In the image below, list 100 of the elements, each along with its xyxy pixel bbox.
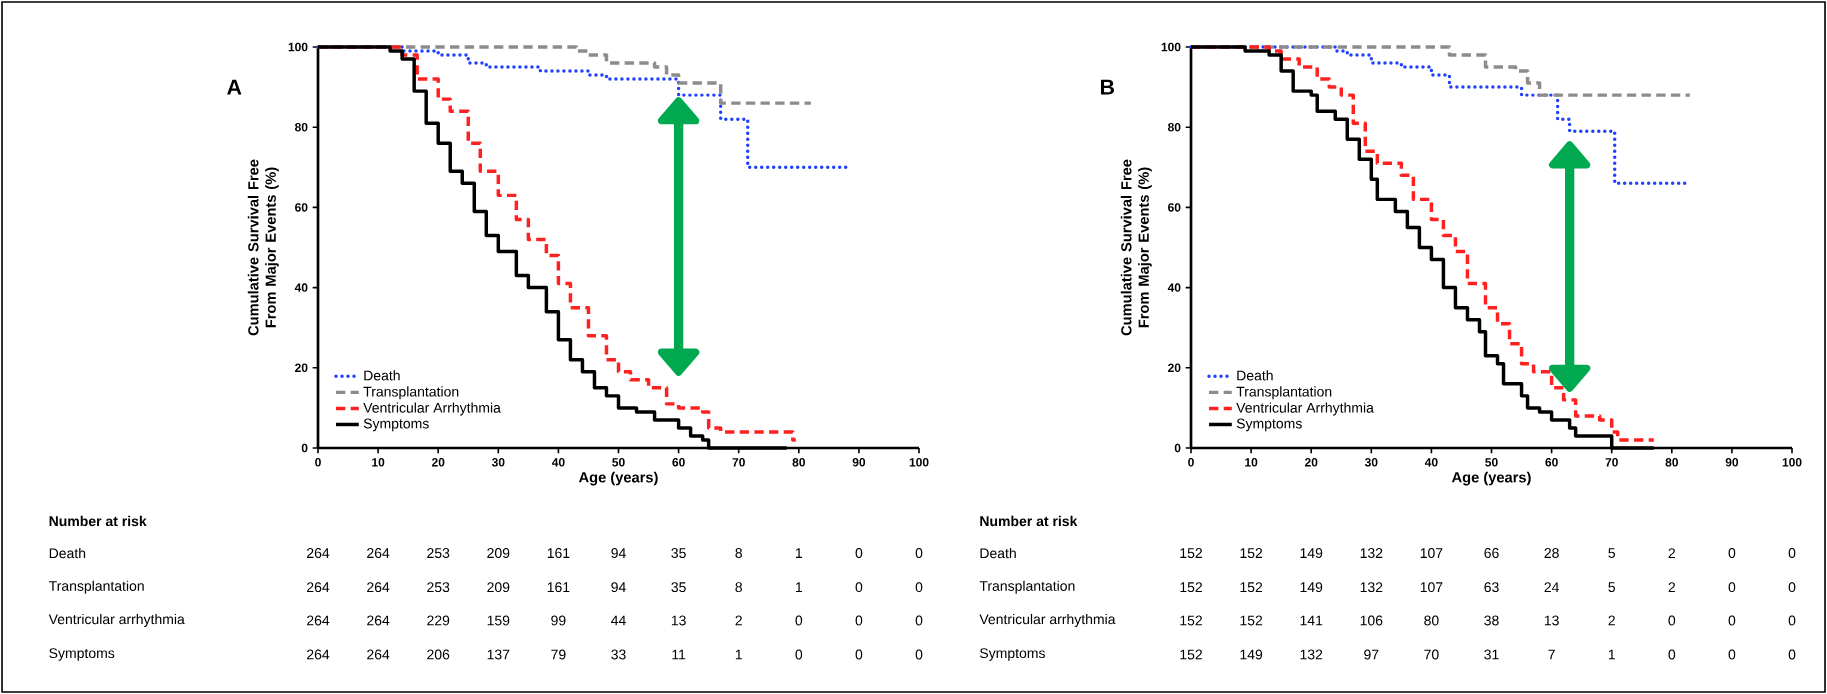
legend-label: Symptoms — [1236, 418, 1302, 432]
text: 1 — [735, 649, 742, 660]
text: 5 — [1608, 582, 1616, 593]
text: Ventricular arrhythmia — [48, 613, 185, 627]
text: 106 — [1360, 615, 1383, 626]
y-tick-label: 60 — [295, 203, 308, 212]
text: 149 — [1300, 582, 1323, 593]
y-axis-title: Cumulative Survival Free From Major Events (%) — [1120, 159, 1152, 336]
text: 0 — [1668, 649, 1676, 660]
legend-label: Symptoms — [363, 418, 429, 432]
text: 2 — [1608, 615, 1615, 626]
legend-label: Death — [1237, 370, 1273, 381]
legend-label: Ventricular Arrhythmia — [363, 402, 501, 416]
y-tick-label: 40 — [294, 283, 308, 292]
text: 152 — [1180, 649, 1202, 660]
text: 31 — [1484, 649, 1499, 660]
text: 0 — [855, 649, 863, 660]
text: 1 — [795, 548, 802, 558]
y-tick-label: 100 — [1161, 42, 1181, 52]
text: 66 — [1484, 548, 1499, 559]
text: 99 — [551, 615, 566, 626]
text: 0 — [855, 582, 863, 593]
x-tick-label: 20 — [1304, 458, 1318, 467]
x-tick-label: 100 — [1782, 458, 1802, 467]
text: 0 — [1788, 615, 1796, 626]
text: 149 — [1300, 548, 1323, 559]
text: 63 — [1484, 582, 1499, 593]
text: 159 — [487, 615, 510, 626]
text: 132 — [1360, 548, 1383, 559]
text: 0 — [855, 615, 863, 626]
x-tick-label: 60 — [1545, 458, 1558, 467]
text: 0 — [1788, 649, 1796, 660]
text: 0 — [915, 582, 923, 593]
x-tick-label: 10 — [372, 458, 385, 467]
x-tick-label: 70 — [732, 458, 745, 467]
text: 0 — [1728, 649, 1736, 660]
text: 2 — [1668, 582, 1675, 593]
text: 152 — [1240, 615, 1263, 626]
text: 13 — [1544, 615, 1559, 626]
text: 0 — [855, 548, 863, 559]
text: 161 — [547, 548, 570, 559]
text: 264 — [307, 615, 330, 626]
text: 253 — [427, 582, 450, 593]
text: 0 — [795, 615, 803, 626]
text: 97 — [1364, 649, 1379, 660]
text: 44 — [611, 615, 626, 626]
text: 38 — [1484, 615, 1499, 626]
text: 70 — [1424, 649, 1439, 660]
text: Ventricular arrhythmia — [979, 613, 1116, 627]
text: 209 — [487, 582, 510, 593]
text: 28 — [1544, 548, 1559, 559]
text: 94 — [611, 548, 626, 559]
text: 0 — [915, 548, 923, 559]
text: 161 — [547, 582, 570, 593]
x-tick-label: 90 — [1725, 458, 1739, 467]
y-tick-label: 60 — [1168, 203, 1181, 212]
x-tick-label: 90 — [852, 458, 866, 467]
text: 141 — [1300, 615, 1323, 626]
text: 264 — [307, 649, 330, 660]
text: 7 — [1548, 649, 1555, 660]
text: Number at risk — [980, 515, 1078, 527]
text: 1 — [795, 582, 802, 592]
text: 137 — [487, 649, 510, 660]
y-tick-label: 20 — [295, 363, 308, 373]
text: 79 — [551, 649, 566, 660]
text: Symptoms — [979, 648, 1045, 661]
text: 107 — [1420, 582, 1443, 593]
x-tick-label: 30 — [491, 458, 505, 467]
text: 253 — [427, 548, 450, 559]
y-tick-label: 20 — [1168, 363, 1181, 373]
text: 5 — [1608, 548, 1616, 558]
text: 0 — [1728, 582, 1736, 593]
text: 229 — [427, 615, 450, 626]
text: 152 — [1180, 582, 1202, 593]
text: Number at risk — [49, 515, 147, 527]
text: 264 — [307, 582, 330, 593]
text: 0 — [795, 649, 803, 660]
text: 0 — [1728, 548, 1736, 559]
text: 264 — [367, 582, 390, 593]
x-tick-label: 80 — [792, 458, 805, 467]
x-tick-label: 80 — [1665, 458, 1678, 467]
legend-label: Transplantation — [1236, 386, 1332, 400]
x-axis-title: Age (years) — [578, 471, 658, 486]
x-tick-label: 30 — [1364, 458, 1378, 467]
text: 8 — [735, 582, 742, 593]
x-axis-title: Age (years) — [1451, 471, 1531, 486]
text: 0 — [1668, 615, 1676, 626]
text: 94 — [611, 582, 626, 593]
text: 264 — [367, 649, 390, 660]
x-tick-label: 50 — [1485, 458, 1498, 467]
x-tick-label: 40 — [551, 458, 565, 467]
text: 0 — [1788, 548, 1796, 559]
text: Symptoms — [49, 648, 115, 661]
text: 2 — [1668, 548, 1675, 558]
text: Transplantation — [979, 580, 1075, 594]
text: Transplantation — [48, 580, 144, 594]
text: 80 — [1424, 615, 1439, 626]
x-tick-label: 70 — [1605, 458, 1618, 467]
x-tick-label: 100 — [909, 458, 929, 467]
legend-label: Transplantation — [363, 386, 459, 400]
